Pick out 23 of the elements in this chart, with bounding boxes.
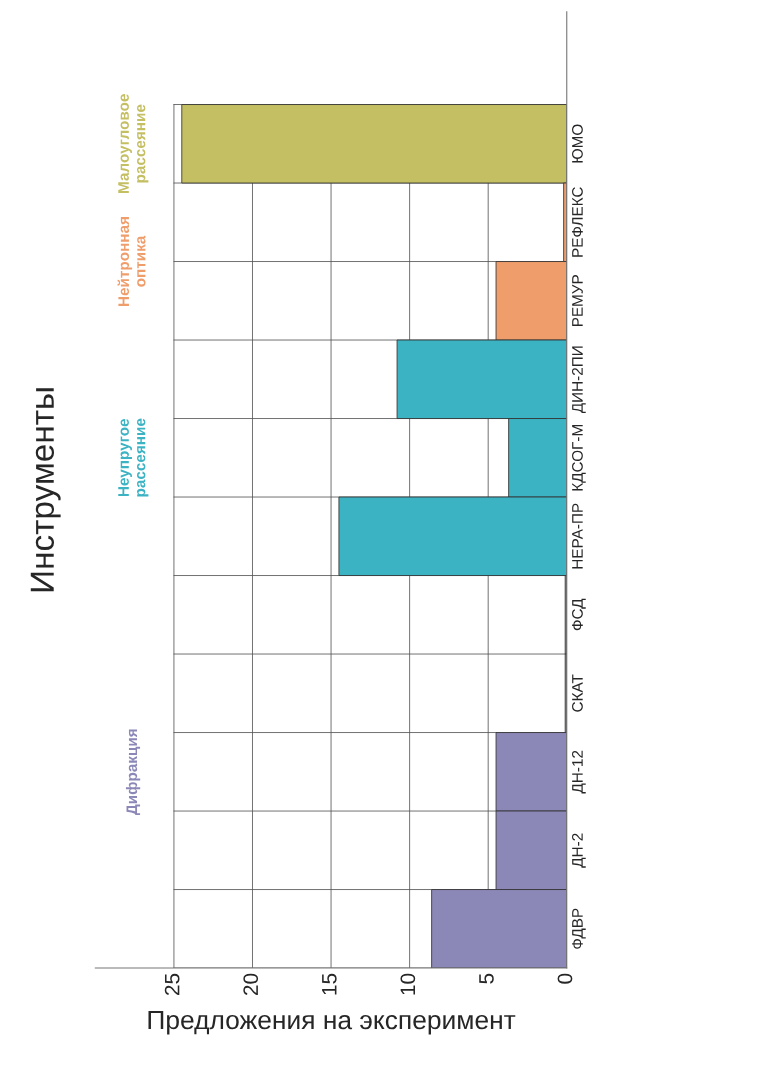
y-tick-label: ДН-2: [572, 833, 586, 868]
y-axis-title: Инструменты: [30, 388, 61, 592]
text: Дифракция: [125, 729, 141, 816]
y-tick-label: ФДВР: [572, 908, 586, 949]
y-tick-label: КДСОГ-М: [572, 425, 586, 491]
text: Неупругое рассеяние: [118, 418, 149, 497]
x-axis-title: Предложения на эксперимент: [148, 1010, 516, 1035]
x-tick-label: 15: [322, 973, 337, 995]
x-tick-label: 10: [400, 973, 416, 995]
y-tick-label: СКАТ: [572, 674, 583, 712]
y-tick-label: ЮМО: [572, 124, 583, 163]
y-tick-label: ДН-12: [572, 750, 586, 794]
x-tick-label: 20: [243, 973, 259, 996]
x-tick-label: 0: [557, 973, 573, 984]
y-tick-label: ДИН-2ПИ: [572, 346, 586, 414]
text: Нейтронная оптика: [117, 217, 146, 306]
y-tick-label: РЕМУР: [572, 275, 583, 327]
text: Малоугловое рассеяние: [118, 94, 149, 193]
x-tick-label: 5: [479, 973, 494, 984]
y-tick-label: ФСД: [572, 598, 586, 631]
x-tick-label: 25: [164, 973, 180, 996]
y-tick-label: НЕРА-ПР: [572, 503, 583, 569]
y-tick-label: РЕФЛЕКС: [572, 187, 583, 257]
